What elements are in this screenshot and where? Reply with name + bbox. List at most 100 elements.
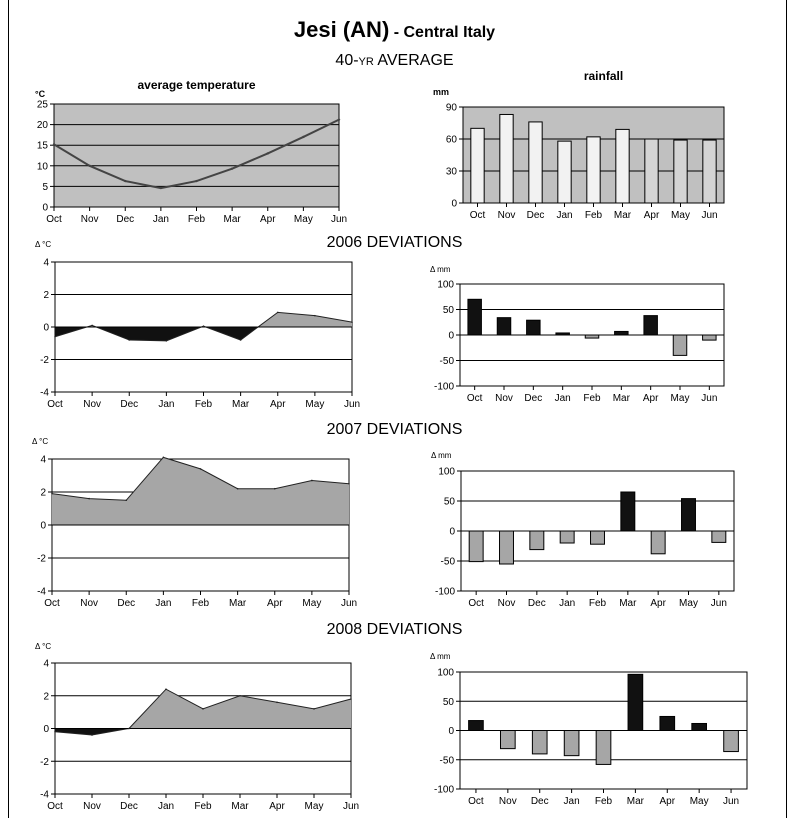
dev2006-rain-xtick-label: Mar <box>613 393 631 404</box>
dev2007-temp-ytick-label: 4 <box>40 455 46 466</box>
dev2007-rain-bar <box>681 498 696 532</box>
avg-rain-bar <box>644 138 659 204</box>
avg-temp-data-point <box>337 118 341 121</box>
dev2006-rain-bar <box>526 319 541 336</box>
dev2006-temp-ytick-label: -2 <box>40 355 49 366</box>
dev2007-rain-xtick-label: Oct <box>468 598 484 609</box>
dev2007-rain-ytick-label: -50 <box>441 557 456 568</box>
dev2008-temp-data-point <box>165 688 167 690</box>
dev2008-rain-bar <box>499 730 516 750</box>
dev2008-rain-bar <box>531 730 548 755</box>
dev2008-temp-ytick-label: 0 <box>43 724 49 735</box>
dev2008-temp-data-point <box>276 701 278 704</box>
page-title: Jesi (AN) - Central Italy <box>0 17 789 43</box>
dev2006-rain-ytick-label: -100 <box>434 382 454 393</box>
dev2006-rain-ytick-label: 100 <box>437 280 454 291</box>
avg-rain-bar <box>528 121 543 204</box>
dev2007-rain-ytick-label: 100 <box>438 467 455 478</box>
dev2006-rain-xtick-label: Jun <box>701 393 717 404</box>
dev2008-temp-xtick-label: Nov <box>83 801 101 812</box>
dev2006-temp-xtick-label: Jun <box>344 399 360 410</box>
dev2006-temp-data-point <box>165 340 168 342</box>
dev2007-temp-xtick-label: Oct <box>44 598 60 609</box>
dev2007-rain-xtick-label: May <box>679 598 698 609</box>
avg-rain-ytick-label: 30 <box>446 167 458 178</box>
dev2006-temp-xtick-label: Jan <box>158 399 174 410</box>
dev2007-temp-ytick-label: -4 <box>37 587 46 598</box>
avg-temp-ytick-label: 5 <box>42 182 48 193</box>
avg-rain-bar <box>586 136 601 204</box>
dev2008-temp-ytick-label: 2 <box>43 691 49 702</box>
dev2007-temp-xtick-label: Apr <box>267 598 283 609</box>
avg-rain-xtick-label: Feb <box>585 210 603 221</box>
dev2008-rain-bar <box>627 673 644 732</box>
avg-rain-xtick-label: Mar <box>614 210 632 221</box>
dev2007-rain-bar <box>590 530 605 545</box>
dev2006-rain-bar <box>614 330 629 336</box>
dev2006-temp-area-negative <box>55 327 352 341</box>
dev2006-temp-ytick-label: 2 <box>43 290 49 301</box>
dev2008-rain-bar <box>659 715 676 732</box>
dev2008-temp-xtick-label: Jun <box>343 801 359 812</box>
dev2008-rain-unit-label: Δ mm <box>430 652 451 661</box>
dev2007-temp-data-point <box>236 487 239 490</box>
avg-temp-data-point <box>195 179 198 183</box>
dev2006-rain-bar <box>555 332 570 336</box>
dev2007-temp-data-point <box>125 499 128 502</box>
dev2007-temp-area-positive <box>52 457 349 525</box>
dev2007-rain-xtick-label: Jun <box>711 598 727 609</box>
avg-temp-data-point <box>52 143 56 146</box>
avg-temp-plot-area <box>53 103 340 208</box>
dev2006-temp-data-point <box>91 324 93 327</box>
avg-rain-bar <box>615 128 630 204</box>
dev2008-temp-xtick-label: Jan <box>158 801 174 812</box>
dev2006-rain-ytick-label: 50 <box>443 305 455 316</box>
dev2008-temp-xtick-label: Mar <box>231 801 249 812</box>
dev2008-rain-ytick-label: 50 <box>443 697 455 708</box>
dev2006-temp-data-point <box>202 325 205 327</box>
avg-rain-bar <box>557 140 572 204</box>
dev2006-temp-data-point <box>128 339 131 341</box>
dev2007-temp-xtick-label: Dec <box>117 598 135 609</box>
dev2008-temp-xtick-label: Oct <box>47 801 63 812</box>
dev2006-rain-unit-label: Δ mm <box>430 265 451 274</box>
dev2008-rain-xtick-label: May <box>690 796 709 807</box>
avg-rain-bar <box>470 127 485 204</box>
dev2006-rain-xtick-label: Oct <box>467 393 483 404</box>
dev2006-temp-data-point <box>314 314 316 317</box>
dev2006-temp-xtick-label: Feb <box>195 399 213 410</box>
avg-rain-ytick-label: 60 <box>446 135 458 146</box>
page-frame <box>8 0 787 818</box>
dev2006-temp-ytick-label: -4 <box>40 388 49 399</box>
section-average-prefix: 40- <box>335 52 359 69</box>
section-2006-heading: 2006 DEVIATIONS <box>326 234 463 251</box>
avg-rain-ytick-label: 0 <box>451 199 457 210</box>
dev2007-temp-ytick-label: 2 <box>40 488 46 499</box>
dev2006-rain-bar <box>584 334 600 339</box>
dev2006-temp-xtick-label: May <box>305 399 324 410</box>
dev2007-rain-xtick-label: Mar <box>619 598 637 609</box>
dev2006-rain-xtick-label: Dec <box>524 393 542 404</box>
dev2007-rain-xtick-label: Feb <box>589 598 607 609</box>
avg-temp-ytick-label: 25 <box>37 100 49 111</box>
dev2007-rain-bar <box>499 530 514 565</box>
avg-temp-data-point <box>124 179 127 183</box>
avg-temp-xtick-label: Apr <box>260 214 276 225</box>
avg-rain-ytick-label: 90 <box>446 103 458 114</box>
dev2008-rain-xtick-label: Jun <box>723 796 739 807</box>
dev2006-temp-data-point <box>54 335 56 338</box>
dev2007-temp-data-point <box>311 479 313 482</box>
dev2008-temp-data-point <box>239 694 241 697</box>
dev2008-temp-ytick-label: -4 <box>40 790 49 801</box>
avg-rain-bar <box>702 139 717 204</box>
dev2008-rain-xtick-label: Mar <box>627 796 645 807</box>
dev2007-temp-data-point <box>51 492 53 495</box>
dev2008-temp-xtick-label: Apr <box>269 801 285 812</box>
dev2007-rain-unit-label: Δ mm <box>431 451 452 460</box>
dev2006-temp-ytick-label: 4 <box>43 258 49 269</box>
dev2006-temp-data-point <box>239 339 242 341</box>
dev2007-temp-data-point <box>199 468 202 470</box>
dev2008-rain-ytick-label: -100 <box>434 785 454 796</box>
dev2008-temp-xtick-label: Feb <box>194 801 212 812</box>
